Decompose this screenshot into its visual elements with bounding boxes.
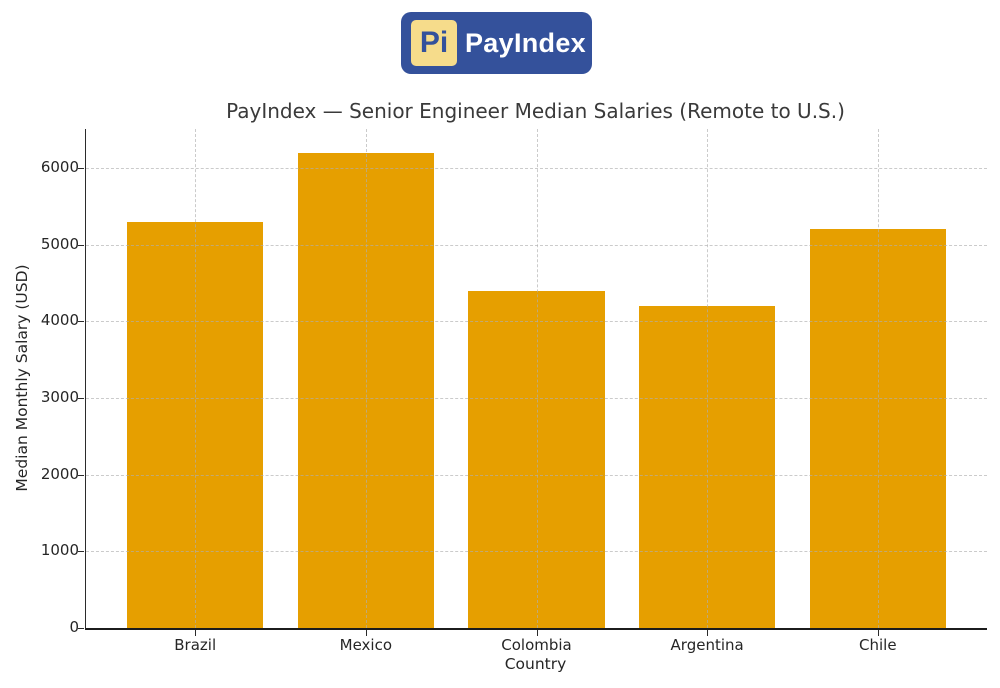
gridline-y-4000	[86, 321, 987, 323]
bar-colombia	[468, 290, 605, 628]
gridline-v-brazil	[195, 129, 197, 628]
y-tick-mark	[78, 474, 84, 476]
payindex-logo-wordmark: PayIndex	[465, 27, 586, 58]
x-axis-label: Country	[504, 655, 567, 673]
x-tick-mark	[365, 630, 367, 636]
gridline-y-1000	[86, 551, 987, 553]
chart-title: PayIndex — Senior Engineer Median Salari…	[226, 99, 845, 123]
gridline-y-2000	[86, 474, 987, 476]
bar-chile	[809, 229, 947, 628]
x-tick-mark	[707, 630, 709, 636]
gridline-v-argentina	[707, 129, 709, 628]
y-tick-mark	[78, 168, 84, 170]
y-tick-mark	[78, 321, 84, 323]
y-tick-mark	[78, 628, 84, 629]
x-tick-mark	[536, 630, 538, 636]
bar-argentina	[638, 306, 776, 628]
y-tick-mark	[78, 551, 84, 553]
x-tick-label: Colombia	[501, 636, 572, 654]
payindex-logo-badge: Pi PayIndex	[401, 12, 592, 74]
y-tick-mark	[78, 244, 84, 246]
y-tick-label: 5000	[40, 234, 79, 253]
logo-mark-text: Pi	[419, 26, 449, 59]
gridline-y-3000	[86, 398, 987, 400]
gridline-y-6000	[86, 168, 987, 170]
salary-bar-chart-plot-area: Brazil Mexico Colombia Argentina Chile 0 1000 2…	[41, 129, 987, 654]
x-tick-label: Argentina	[670, 636, 744, 654]
x-tick-mark	[877, 630, 879, 636]
y-tick-label: 3000	[40, 388, 79, 407]
y-tick-label: 4000	[40, 311, 79, 330]
gridline-v-chile	[877, 129, 879, 628]
gridline-v-colombia	[536, 129, 538, 628]
gridline-y-5000	[86, 244, 987, 246]
y-tick-label: 1000	[40, 541, 79, 560]
x-tick-label: Brazil	[174, 636, 217, 654]
y-tick-mark	[78, 398, 84, 400]
payindex-logo-mark-icon: Pi	[411, 20, 457, 66]
y-tick-label: 0	[69, 618, 79, 636]
x-tick-mark	[195, 630, 197, 636]
y-tick-label: 2000	[40, 464, 79, 483]
x-tick-label: Mexico	[339, 636, 393, 654]
x-tick-label: Chile	[859, 636, 897, 654]
y-tick-label: 6000	[40, 158, 79, 177]
y-axis-label: Median Monthly Salary (USD)	[13, 264, 31, 492]
gridline-v-mexico	[365, 129, 367, 628]
